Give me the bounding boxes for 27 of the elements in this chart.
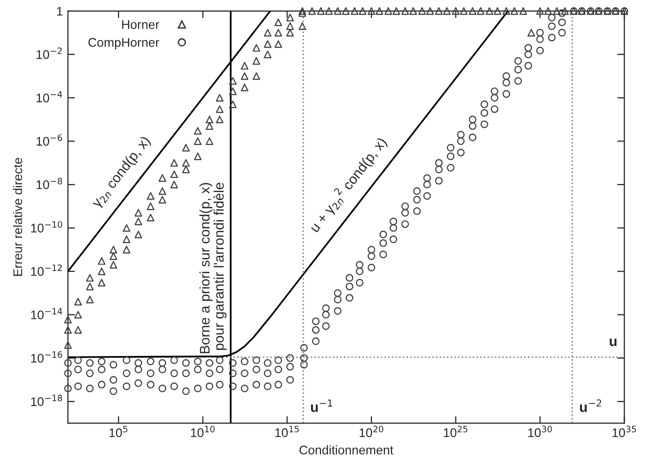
y-tick-label: 10$^{−18}$ xyxy=(31,394,62,406)
y-tick-label: 10$^{−2}$ xyxy=(36,48,62,59)
legend-label: CompHorner xyxy=(88,38,160,50)
y-tick-label: 10$^{−12}$ xyxy=(31,264,62,276)
x-axis-title: Conditionnement xyxy=(300,445,394,454)
y-tick-label: 10$^{−10}$ xyxy=(31,221,62,233)
ref-line-label: u xyxy=(610,338,616,346)
legend-label: Horner xyxy=(122,20,160,29)
y-tick-label: 10$^{−14}$ xyxy=(31,308,62,320)
ref-line-label: Borne a priori sur cond(p, x) pour garantir l'arrondi fidèle xyxy=(199,182,227,354)
y-tick-label: 10$^{−6}$ xyxy=(36,134,62,146)
y-tick-label: 10$^{−8}$ xyxy=(36,178,62,190)
ref-line-label: u$^{−1}$ xyxy=(311,399,332,412)
x-tick-label: 10$^{15}$ xyxy=(275,426,299,438)
y-tick-label: 10$^{−16}$ xyxy=(31,351,62,363)
y-tick-label: 10$^{−4}$ xyxy=(36,91,62,102)
x-tick-label: 10$^{30}$ xyxy=(528,426,552,438)
annotation: u + γ$_{2n}$$^{2}$ cond(p, x) xyxy=(307,135,390,235)
x-tick-label: 10$^{5}$ xyxy=(109,426,128,438)
x-tick-label: 10$^{10}$ xyxy=(191,426,215,438)
y-tick-label: 1 xyxy=(57,6,62,16)
ref-line-label: u$^{−2}$ xyxy=(580,399,602,412)
x-tick-label: 10$^{35}$ xyxy=(612,426,636,438)
x-tick-label: 10$^{20}$ xyxy=(360,426,384,438)
x-tick-label: 10$^{25}$ xyxy=(444,426,468,438)
annotation: γ$_{2n}$ cond(p, x) xyxy=(90,135,153,210)
y-axis-title: Erreur relative directe xyxy=(12,158,22,276)
